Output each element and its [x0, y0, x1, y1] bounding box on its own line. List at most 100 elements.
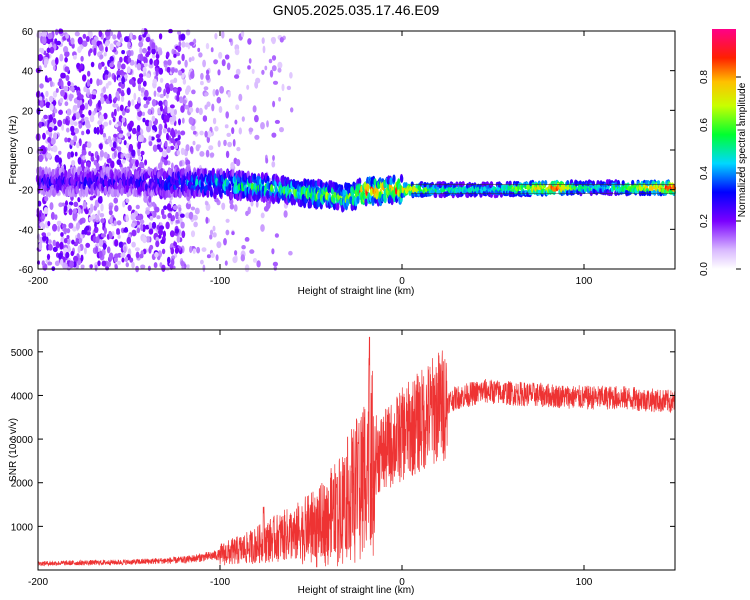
spectrogram-noise-cell	[98, 30, 103, 38]
spectrogram-noise-cell	[200, 80, 204, 86]
spectrogram-noise-cell	[41, 215, 46, 220]
spectrogram-noise-cell	[177, 30, 182, 35]
spectrogram-noise-cell	[81, 130, 85, 136]
spectrogram-noise-cell	[92, 110, 96, 116]
spectrogram-noise-cell	[180, 147, 185, 156]
spectrogram-noise-cell	[46, 232, 51, 237]
spectrogram-noise-cell	[265, 157, 269, 164]
spectrogram-noise-cell	[165, 86, 171, 95]
spectrogram-noise-cell	[205, 42, 210, 50]
spectrogram-noise-cell	[57, 225, 60, 232]
spectrogram-noise-cell	[145, 100, 150, 105]
spectrogram-noise-cell	[97, 260, 101, 267]
spectrogram-noise-cell	[99, 213, 105, 218]
spectrogram-noise-cell	[48, 126, 53, 133]
spectrogram-noise-cell	[52, 239, 56, 247]
spectrogram-noise-cell	[122, 200, 126, 208]
spectrogram-noise-cell	[105, 266, 110, 271]
spectrogram-noise-cell	[149, 215, 154, 221]
spectrogram-noise-cell	[154, 126, 158, 132]
spectrogram-noise-cell	[180, 33, 186, 41]
spectrogram-noise-cell	[260, 122, 265, 130]
spectrogram-noise-cell	[151, 99, 157, 107]
spectrogram-noise-cell	[124, 256, 129, 263]
spectrogram-noise-cell	[115, 91, 120, 98]
spectrogram-noise-cell	[159, 77, 164, 83]
spectrogram-noise-cell	[84, 102, 89, 110]
spectrogram-noise-cell	[224, 124, 229, 129]
spectrogram-noise-cell	[271, 55, 277, 61]
spectrogram-signal-cell	[271, 196, 275, 205]
spectrogram-noise-cell	[281, 83, 285, 92]
spectrogram-signal-cell	[44, 166, 48, 175]
spectrogram-signal-cell	[66, 177, 70, 186]
spectrogram-noise-cell	[116, 159, 122, 166]
spectrogram-noise-cell	[43, 59, 49, 65]
spectrogram-noise-cell	[76, 92, 82, 97]
spectrogram-noise-cell	[180, 130, 186, 136]
colorbar-tick-label: 0.4	[699, 166, 710, 180]
spectrogram-noise-cell	[63, 205, 67, 213]
spectrogram-noise-cell	[142, 235, 147, 244]
spectrogram-noise-cell	[143, 62, 148, 67]
spectrogram-noise-cell	[204, 130, 208, 138]
spectrogram-noise-cell	[148, 228, 154, 235]
spectrogram-noise-cell	[127, 204, 132, 212]
spectrogram-noise-cell	[125, 262, 129, 268]
spectrogram-noise-cell	[151, 53, 156, 59]
spectrogram-noise-cell	[103, 121, 109, 127]
spectrogram-signal-cell	[340, 204, 345, 213]
spectrogram-y-tick-label: 0	[27, 146, 33, 157]
spectrogram-noise-cell	[158, 228, 164, 236]
spectrogram-noise-cell	[81, 149, 87, 156]
spectrogram-noise-cell	[251, 68, 255, 74]
spectrogram-noise-cell	[131, 149, 136, 157]
spectrogram-signal-cell	[85, 186, 89, 195]
spectrogram-noise-cell	[162, 230, 166, 238]
spectrogram-noise-cell	[262, 45, 266, 54]
spectrogram-noise-cell	[247, 65, 251, 70]
spectrogram-noise-cell	[198, 52, 203, 58]
spectrogram-noise-cell	[121, 117, 126, 123]
spectrogram-noise-cell	[91, 214, 96, 220]
spectrogram-noise-cell	[131, 229, 137, 237]
spectrogram-noise-cell	[113, 197, 118, 204]
spectrogram-noise-cell	[113, 133, 118, 138]
spectrogram-noise-cell	[192, 214, 198, 221]
spectrogram-noise-cell	[179, 160, 183, 167]
spectrogram-signal-cell	[178, 190, 182, 199]
spectrogram-noise-cell	[117, 147, 122, 153]
spectrogram-noise-cell	[273, 265, 277, 271]
spectrogram-panel: -200 -100 0 100 60 40 20 0 -20 -40 -60 Height of …	[8, 27, 677, 297]
spectrogram-y-axis-label: Frequency (Hz)	[8, 116, 19, 185]
spectrogram-noise-cell	[225, 218, 230, 223]
spectrogram-noise-cell	[70, 131, 76, 136]
spectrogram-noise-cell	[246, 84, 250, 90]
spectrogram-signal-cell	[411, 191, 415, 198]
spectrogram-noise-cell	[202, 59, 207, 68]
spectrogram-noise-cell	[244, 237, 250, 242]
spectrogram-noise-cell	[179, 70, 183, 76]
spectrogram-noise-cell	[84, 209, 89, 215]
spectrogram-noise-cell	[78, 237, 83, 244]
spectrogram-noise-cell	[180, 221, 185, 229]
spectrogram-noise-cell	[68, 201, 74, 206]
spectrogram-signal-cell	[346, 198, 350, 207]
spectrogram-signal-cell	[400, 174, 404, 183]
spectrogram-noise-cell	[99, 143, 103, 150]
spectrogram-noise-cell	[266, 120, 269, 128]
spectrogram-noise-cell	[47, 143, 51, 152]
spectrogram-noise-cell	[50, 211, 55, 220]
spectrogram-noise-cell	[49, 46, 55, 54]
spectrogram-noise-cell	[236, 146, 241, 152]
spectrogram-noise-cell	[66, 235, 70, 239]
spectrogram-signal-cell	[160, 167, 164, 176]
spectrogram-noise-cell	[87, 70, 91, 77]
spectrogram-noise-cell	[165, 221, 170, 230]
spectrogram-noise-cell	[221, 59, 226, 67]
spectrogram-noise-cell	[124, 36, 129, 43]
spectrogram-noise-cell	[70, 125, 75, 133]
spectrogram-noise-cell	[277, 61, 283, 69]
spectrogram-noise-cell	[171, 67, 175, 74]
spectrogram-noise-cell	[228, 38, 232, 43]
